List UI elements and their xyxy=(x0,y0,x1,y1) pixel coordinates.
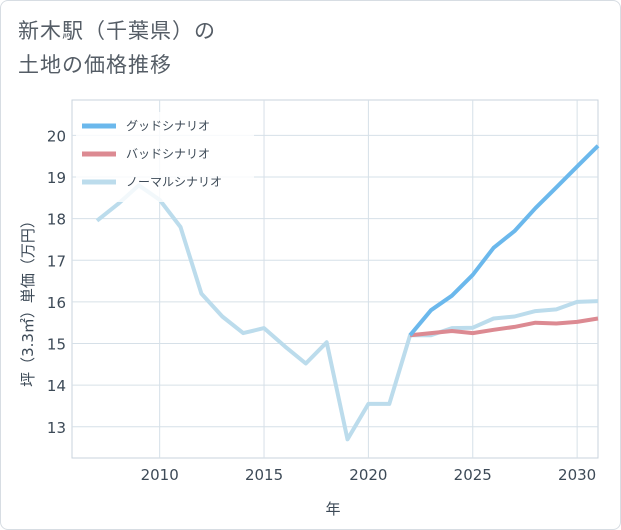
y-tick-label: 20 xyxy=(47,127,66,145)
x-tick-label: 2010 xyxy=(141,466,179,484)
plot-area xyxy=(71,99,599,459)
title-line-1: 新木駅（千葉県）の xyxy=(18,19,216,43)
legend-label[interactable]: バッドシナリオ xyxy=(126,147,210,161)
y-tick-label: 13 xyxy=(47,419,66,437)
series-line-1 xyxy=(409,316,599,338)
y-axis-title: 坪（3.3㎡）単価（万円） xyxy=(19,213,37,387)
x-tick-label: 2020 xyxy=(349,466,387,484)
y-tick-label: 18 xyxy=(47,211,66,229)
y-tick-label: 19 xyxy=(47,169,66,187)
x-axis-title: 年 xyxy=(325,500,340,518)
x-tick-label: 2015 xyxy=(245,466,283,484)
y-tick-label: 17 xyxy=(47,252,66,270)
x-tick-label: 2030 xyxy=(558,466,596,484)
y-tick-label: 16 xyxy=(47,294,66,312)
legend-label[interactable]: グッドシナリオ xyxy=(126,119,210,133)
title-line-2: 土地の価格推移 xyxy=(18,53,172,77)
legend-label[interactable]: ノーマルシナリオ xyxy=(126,175,222,189)
y-tick-label: 14 xyxy=(47,377,66,395)
y-tick-label: 15 xyxy=(47,336,66,354)
x-tick-label: 2025 xyxy=(454,466,492,484)
series-line-2 xyxy=(95,183,599,442)
chart-title: 新木駅（千葉県）の 土地の価格推移 xyxy=(18,14,216,82)
series-line-0 xyxy=(408,144,600,337)
series-lines xyxy=(95,144,600,442)
axes: 2010 2015 2020 2025 2030 13 14 15 16 17 18 19 20 xyxy=(47,127,596,484)
